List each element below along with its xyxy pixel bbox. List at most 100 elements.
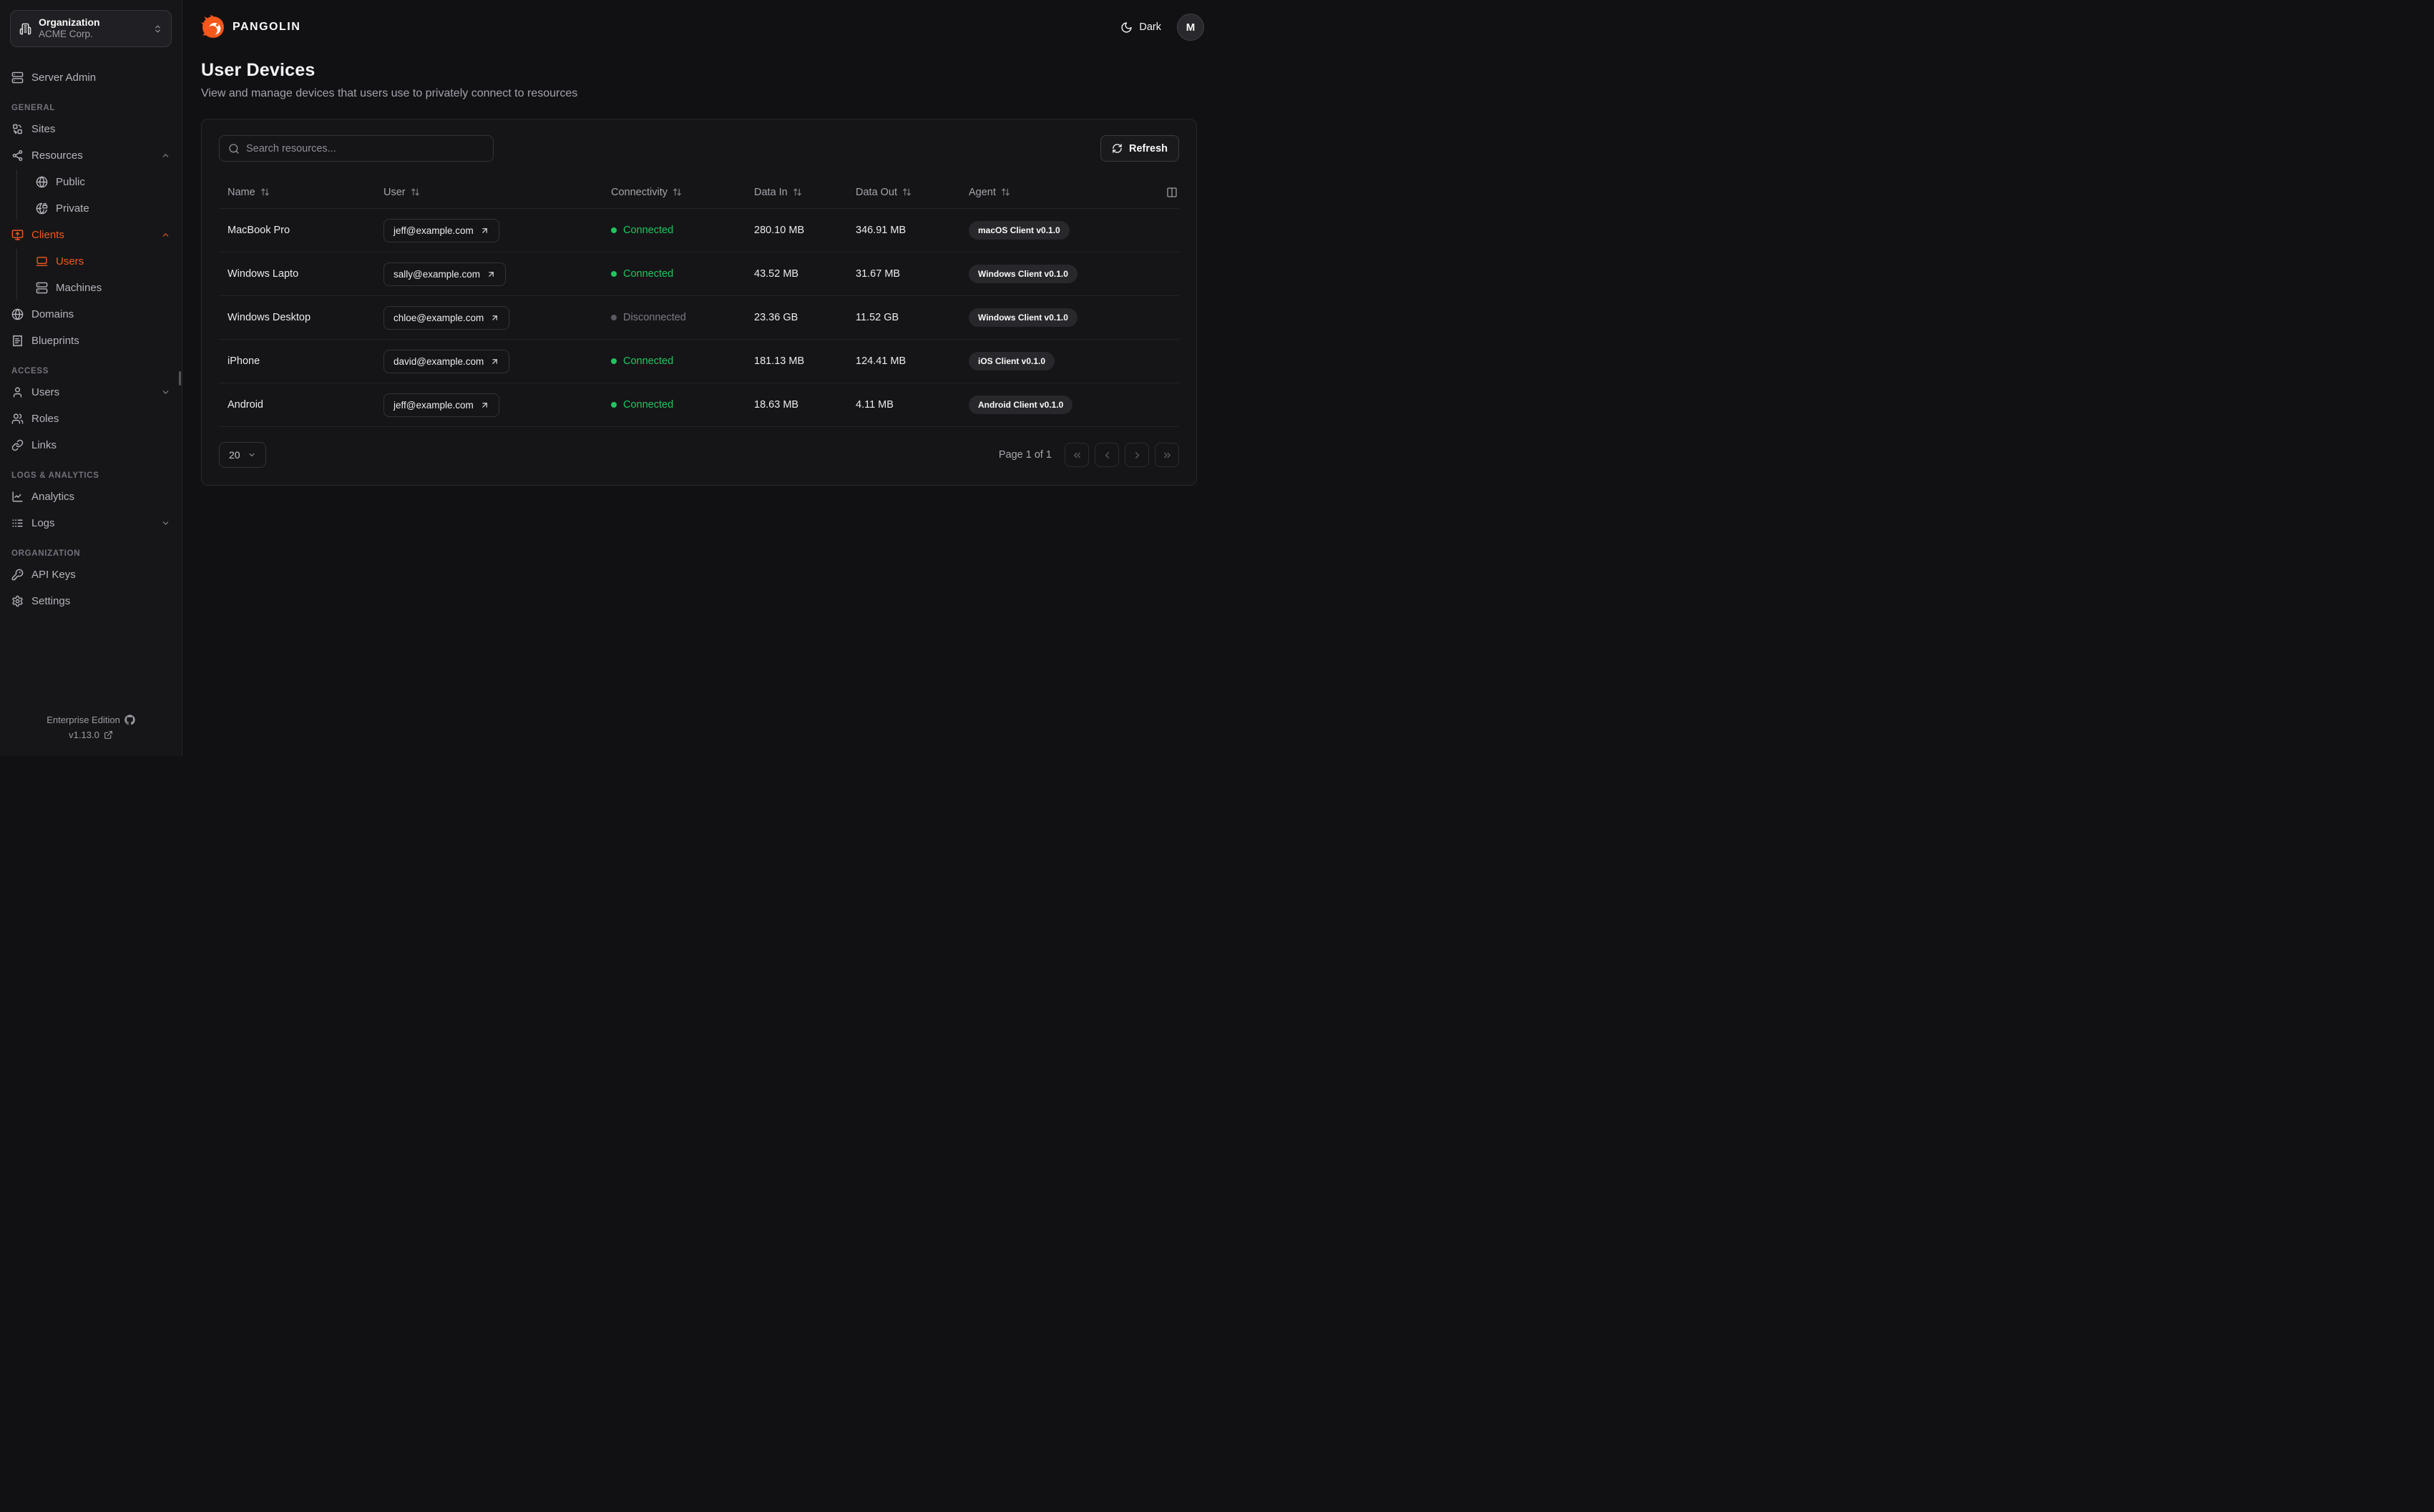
pangolin-logo-icon (201, 15, 224, 38)
sidebar-item-links[interactable]: Links (11, 433, 170, 457)
sidebar-item-blueprints[interactable]: Blueprints (11, 328, 170, 353)
search-input[interactable] (246, 142, 484, 154)
external-link-icon[interactable] (104, 730, 113, 740)
cell-name: Windows Desktop (228, 312, 311, 323)
status-dot (611, 271, 617, 277)
user-link-button[interactable]: chloe@example.com (383, 305, 510, 330)
column-header-agent[interactable]: Agent (960, 187, 1179, 198)
status-dot (611, 315, 617, 320)
users-icon (11, 413, 24, 424)
server-icon (11, 72, 24, 83)
sidebar-item-label: Settings (31, 594, 71, 607)
sidebar-item-resources[interactable]: Resources (11, 143, 170, 167)
clients-sub-list: Users Machines (16, 249, 170, 300)
user-link-button[interactable]: jeff@example.com (383, 393, 499, 417)
sidebar-item-private[interactable]: Private (27, 196, 170, 220)
arrow-up-right-icon (482, 402, 487, 408)
sort-icon (1001, 188, 1010, 196)
columns-icon (1167, 187, 1177, 197)
sidebar-item-users[interactable]: Users (11, 380, 170, 404)
columns-toggle-button[interactable] (1166, 187, 1178, 198)
sidebar-item-label: Domains (31, 308, 74, 320)
sidebar-item-public[interactable]: Public (27, 170, 170, 194)
sidebar-item-api-keys[interactable]: API Keys (11, 562, 170, 586)
sidebar-item-sites[interactable]: Sites (11, 117, 170, 141)
moon-icon (1121, 21, 1132, 33)
link-icon (11, 439, 24, 451)
status-badge: Connected (611, 399, 673, 411)
sidebar-item-label: Machines (56, 281, 102, 294)
globe-lock-icon (36, 202, 48, 214)
organization-selector[interactable]: Organization ACME Corp. (10, 10, 172, 47)
app-window: Organization ACME Corp. Server Admin GEN… (0, 0, 1217, 756)
cell-data-in: 43.52 MB (754, 268, 799, 280)
sidebar-item-machines[interactable]: Machines (27, 275, 170, 300)
sidebar-scrollbar[interactable] (179, 371, 181, 386)
sidebar-item-roles[interactable]: Roles (11, 406, 170, 431)
sidebar-item-analytics[interactable]: Analytics (11, 484, 170, 509)
refresh-label: Refresh (1129, 142, 1168, 154)
sidebar-item-label: Logs (31, 516, 55, 529)
devices-table: Name User Connectivity Data In (219, 176, 1179, 427)
agent-badge: iOS Client v0.1.0 (969, 352, 1055, 370)
chevron-right-icon (1135, 451, 1139, 458)
previous-page-button[interactable] (1095, 443, 1119, 467)
chart-line-icon (12, 491, 23, 502)
user-link-button[interactable]: sally@example.com (383, 262, 506, 286)
status-dot (611, 358, 617, 364)
sort-icon (673, 188, 681, 196)
user-link-button[interactable]: david@example.com (383, 349, 510, 373)
user-link-button[interactable]: jeff@example.com (383, 218, 499, 242)
sidebar-item-label: Public (56, 175, 85, 188)
sidebar-item-label: Users (56, 255, 84, 267)
column-header-name[interactable]: Name (219, 187, 375, 198)
resources-sub-list: Public Private (16, 170, 170, 220)
chevron-up-icon (162, 232, 169, 237)
agent-badge: Windows Client v0.1.0 (969, 265, 1077, 283)
table-header-row: Name User Connectivity Data In (219, 176, 1179, 209)
chevron-down-icon (162, 390, 169, 394)
status-dot (611, 402, 617, 408)
sort-icon (260, 188, 269, 196)
agent-badge: macOS Client v0.1.0 (969, 221, 1070, 240)
sort-icon (411, 188, 419, 196)
section-general: GENERAL (11, 104, 56, 112)
organization-value: ACME Corp. (39, 29, 93, 40)
sidebar-item-label: Blueprints (31, 334, 79, 347)
sidebar-item-server-admin[interactable]: Server Admin (11, 65, 170, 89)
monitor-up-icon (11, 229, 24, 240)
sidebar-item-client-users[interactable]: Users (27, 249, 170, 273)
cell-data-in: 18.63 MB (754, 399, 799, 411)
column-header-user[interactable]: User (375, 187, 602, 198)
column-header-data-out[interactable]: Data Out (847, 187, 960, 198)
chevron-left-icon (1105, 451, 1109, 458)
table-footer: 20 Page 1 of 1 (219, 442, 1179, 468)
sidebar-item-clients[interactable]: Clients (11, 222, 170, 247)
sidebar-item-domains[interactable]: Domains (11, 302, 170, 326)
column-header-data-in[interactable]: Data In (746, 187, 847, 198)
sidebar-footer: Enterprise Edition v1.13.0 (0, 700, 182, 756)
refresh-button[interactable]: Refresh (1100, 135, 1179, 162)
chevron-down-icon (162, 521, 169, 525)
first-page-button[interactable] (1065, 443, 1089, 467)
sidebar-item-label: Roles (31, 412, 59, 425)
table-row: Android jeff@example.com Connected 18.63… (219, 383, 1179, 427)
sidebar-item-settings[interactable]: Settings (11, 589, 170, 613)
sidebar-item-label: Sites (31, 122, 56, 135)
top-header: PANGOLIN Dark M (182, 0, 1217, 54)
page-size-select[interactable]: 20 (219, 442, 266, 468)
theme-toggle-button[interactable]: Dark (1120, 21, 1161, 34)
next-page-button[interactable] (1125, 443, 1149, 467)
avatar[interactable]: M (1177, 14, 1204, 41)
cell-data-in: 280.10 MB (754, 225, 805, 236)
main-area: PANGOLIN Dark M User Devices View and ma… (182, 0, 1217, 756)
github-icon[interactable] (124, 715, 135, 725)
key-icon (11, 569, 24, 580)
page-content: User Devices View and manage devices tha… (182, 54, 1217, 486)
table-row: MacBook Pro jeff@example.com Connected 2… (219, 209, 1179, 252)
last-page-button[interactable] (1155, 443, 1179, 467)
sidebar-item-logs[interactable]: Logs (11, 511, 170, 535)
devices-card: Refresh Name User Conn (201, 119, 1197, 486)
column-header-connectivity[interactable]: Connectivity (602, 187, 746, 198)
receipt-icon (13, 335, 22, 346)
